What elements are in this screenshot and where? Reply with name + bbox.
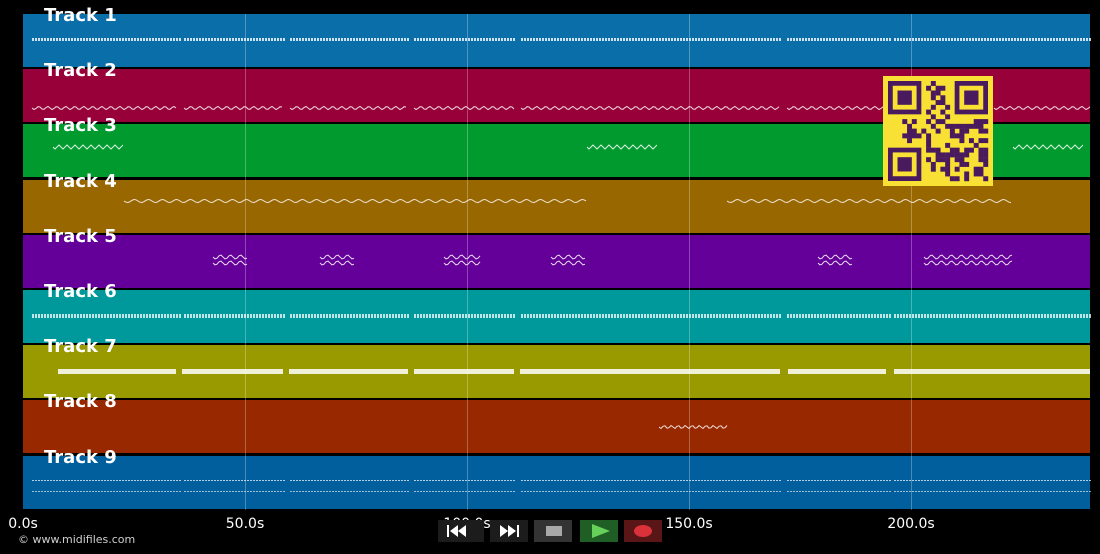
track-lane: [23, 180, 1090, 233]
track-label: Track 7: [44, 336, 117, 357]
stop-button[interactable]: [534, 520, 572, 542]
rewind-button[interactable]: [438, 520, 484, 542]
play-button[interactable]: [580, 520, 618, 542]
fast-forward-icon: [500, 525, 519, 537]
play-icon: [592, 524, 610, 538]
qr-code-icon: [883, 76, 993, 186]
record-button[interactable]: [624, 520, 662, 542]
rewind-icon: [447, 525, 466, 537]
time-gridline: [467, 14, 468, 510]
track-lane: [23, 456, 1090, 509]
fast-forward-button[interactable]: [490, 520, 528, 542]
track-label: Track 5: [44, 226, 117, 247]
track-label: Track 3: [44, 115, 117, 136]
record-icon: [634, 525, 652, 537]
time-tick-label: 150.0s: [665, 516, 713, 532]
time-gridline: [911, 14, 912, 510]
track-label: Track 9: [44, 447, 117, 468]
track-label: Track 4: [44, 171, 117, 192]
time-tick-label: 0.0s: [8, 516, 38, 532]
track-label: Track 6: [44, 281, 117, 302]
track-lane: [23, 14, 1090, 67]
time-tick-label: 50.0s: [225, 516, 265, 532]
track-label: Track 2: [44, 60, 117, 81]
copyright-text: © www.midifiles.com: [18, 533, 136, 546]
time-gridline: [689, 14, 690, 510]
track-lane: [23, 235, 1090, 288]
track-label: Track 1: [44, 5, 117, 26]
transport-controls: [438, 520, 662, 542]
track-label: Track 8: [44, 391, 117, 412]
time-gridline: [245, 14, 246, 510]
time-tick-label: 200.0s: [887, 516, 935, 532]
track-lane: [23, 400, 1090, 453]
track-lane: [23, 290, 1090, 343]
track-lane: [23, 345, 1090, 398]
stop-icon: [546, 526, 562, 536]
